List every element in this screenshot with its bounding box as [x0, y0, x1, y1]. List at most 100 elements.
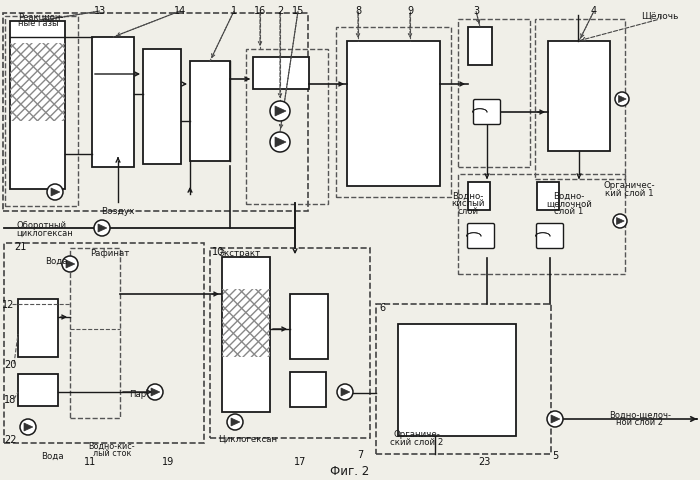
Polygon shape — [66, 261, 75, 268]
Text: 8: 8 — [355, 6, 361, 16]
Bar — [210, 249, 370, 438]
Polygon shape — [617, 218, 624, 225]
Polygon shape — [231, 418, 240, 426]
Text: 5: 5 — [552, 450, 558, 460]
Circle shape — [615, 93, 629, 107]
Bar — [336, 28, 451, 198]
Bar — [398, 324, 516, 436]
Text: 7: 7 — [357, 449, 363, 459]
Bar — [253, 58, 309, 90]
Bar — [468, 182, 490, 211]
Text: 2: 2 — [277, 6, 283, 16]
Bar — [92, 38, 134, 168]
Polygon shape — [619, 96, 626, 103]
Polygon shape — [275, 107, 286, 117]
Bar — [376, 304, 551, 454]
Text: Фиг. 2: Фиг. 2 — [330, 465, 370, 478]
Text: 16: 16 — [254, 6, 266, 16]
Bar — [468, 28, 492, 66]
Text: 3: 3 — [473, 6, 479, 16]
Text: 9: 9 — [407, 6, 413, 16]
Bar — [458, 20, 530, 168]
Text: 15: 15 — [292, 6, 304, 16]
FancyBboxPatch shape — [473, 100, 500, 125]
Bar — [222, 289, 270, 357]
Text: кислый: кислый — [452, 199, 485, 208]
Bar — [290, 372, 326, 407]
Text: Водно-щелоч-: Водно-щелоч- — [609, 409, 671, 419]
Text: циклогексан: циклогексан — [16, 228, 73, 237]
Text: щелочной: щелочной — [546, 199, 592, 208]
Text: Вода: Вода — [45, 256, 67, 265]
Polygon shape — [98, 225, 107, 232]
Bar — [458, 175, 625, 275]
Text: Рафинат: Рафинат — [90, 249, 130, 258]
Text: ной слой 2: ной слой 2 — [617, 418, 664, 427]
Bar — [290, 294, 328, 359]
Text: 18: 18 — [4, 394, 16, 404]
Bar — [548, 42, 610, 152]
Text: 13: 13 — [94, 6, 106, 16]
Circle shape — [147, 384, 163, 400]
Bar — [10, 44, 65, 122]
Bar — [347, 42, 440, 187]
Circle shape — [270, 133, 290, 153]
Circle shape — [227, 414, 243, 430]
Circle shape — [613, 215, 627, 228]
Bar — [143, 50, 181, 165]
Text: Циклогексан: Циклогексан — [218, 433, 278, 443]
Polygon shape — [51, 189, 60, 197]
Text: Водно-: Водно- — [553, 191, 584, 200]
Bar — [10, 22, 65, 190]
Bar — [70, 249, 120, 418]
Text: Реакцион-: Реакцион- — [18, 12, 64, 22]
FancyBboxPatch shape — [536, 224, 564, 249]
Text: 11: 11 — [84, 456, 96, 466]
Circle shape — [20, 419, 36, 435]
Bar — [535, 20, 625, 180]
Bar — [222, 257, 270, 412]
Text: Вода: Вода — [41, 451, 63, 459]
Text: Пар: Пар — [130, 390, 146, 399]
Text: слой: слой — [457, 207, 479, 216]
Text: 22: 22 — [4, 434, 16, 444]
Text: 6: 6 — [379, 302, 385, 312]
Bar — [3, 14, 308, 212]
Text: ский слой 2: ский слой 2 — [391, 438, 444, 446]
Polygon shape — [151, 388, 160, 396]
Text: лый сток: лый сток — [93, 449, 131, 457]
Text: 19: 19 — [162, 456, 174, 466]
Text: 21: 21 — [14, 241, 26, 252]
Text: ные газы: ные газы — [18, 20, 59, 28]
Circle shape — [547, 411, 563, 427]
Bar — [190, 62, 230, 162]
Text: 10: 10 — [212, 247, 224, 256]
Circle shape — [47, 185, 63, 201]
Circle shape — [270, 102, 290, 122]
Bar — [222, 289, 270, 357]
Text: Воздух: Воздух — [102, 206, 135, 215]
Text: 4: 4 — [591, 6, 597, 16]
Circle shape — [337, 384, 353, 400]
Polygon shape — [275, 138, 286, 148]
Bar — [18, 374, 58, 406]
Bar — [18, 300, 58, 357]
Polygon shape — [24, 423, 33, 431]
Text: 20: 20 — [4, 359, 16, 369]
Text: 12: 12 — [2, 300, 14, 309]
Text: Оборотный: Оборотный — [16, 221, 66, 230]
Text: кий слой 1: кий слой 1 — [605, 189, 653, 198]
Text: 23: 23 — [478, 456, 490, 466]
Bar — [4, 243, 204, 443]
Text: Органиче-: Органиче- — [393, 430, 440, 439]
Text: 1: 1 — [231, 6, 237, 16]
Text: слой 1: слой 1 — [554, 207, 584, 216]
Bar — [537, 182, 559, 211]
Text: Органичес-: Органичес- — [603, 181, 654, 190]
Text: Щёлочь: Щёлочь — [641, 12, 679, 21]
Text: Водно-: Водно- — [452, 191, 484, 200]
Text: 14: 14 — [174, 6, 186, 16]
Text: 17: 17 — [294, 456, 306, 466]
Bar — [10, 44, 65, 122]
Circle shape — [62, 256, 78, 273]
